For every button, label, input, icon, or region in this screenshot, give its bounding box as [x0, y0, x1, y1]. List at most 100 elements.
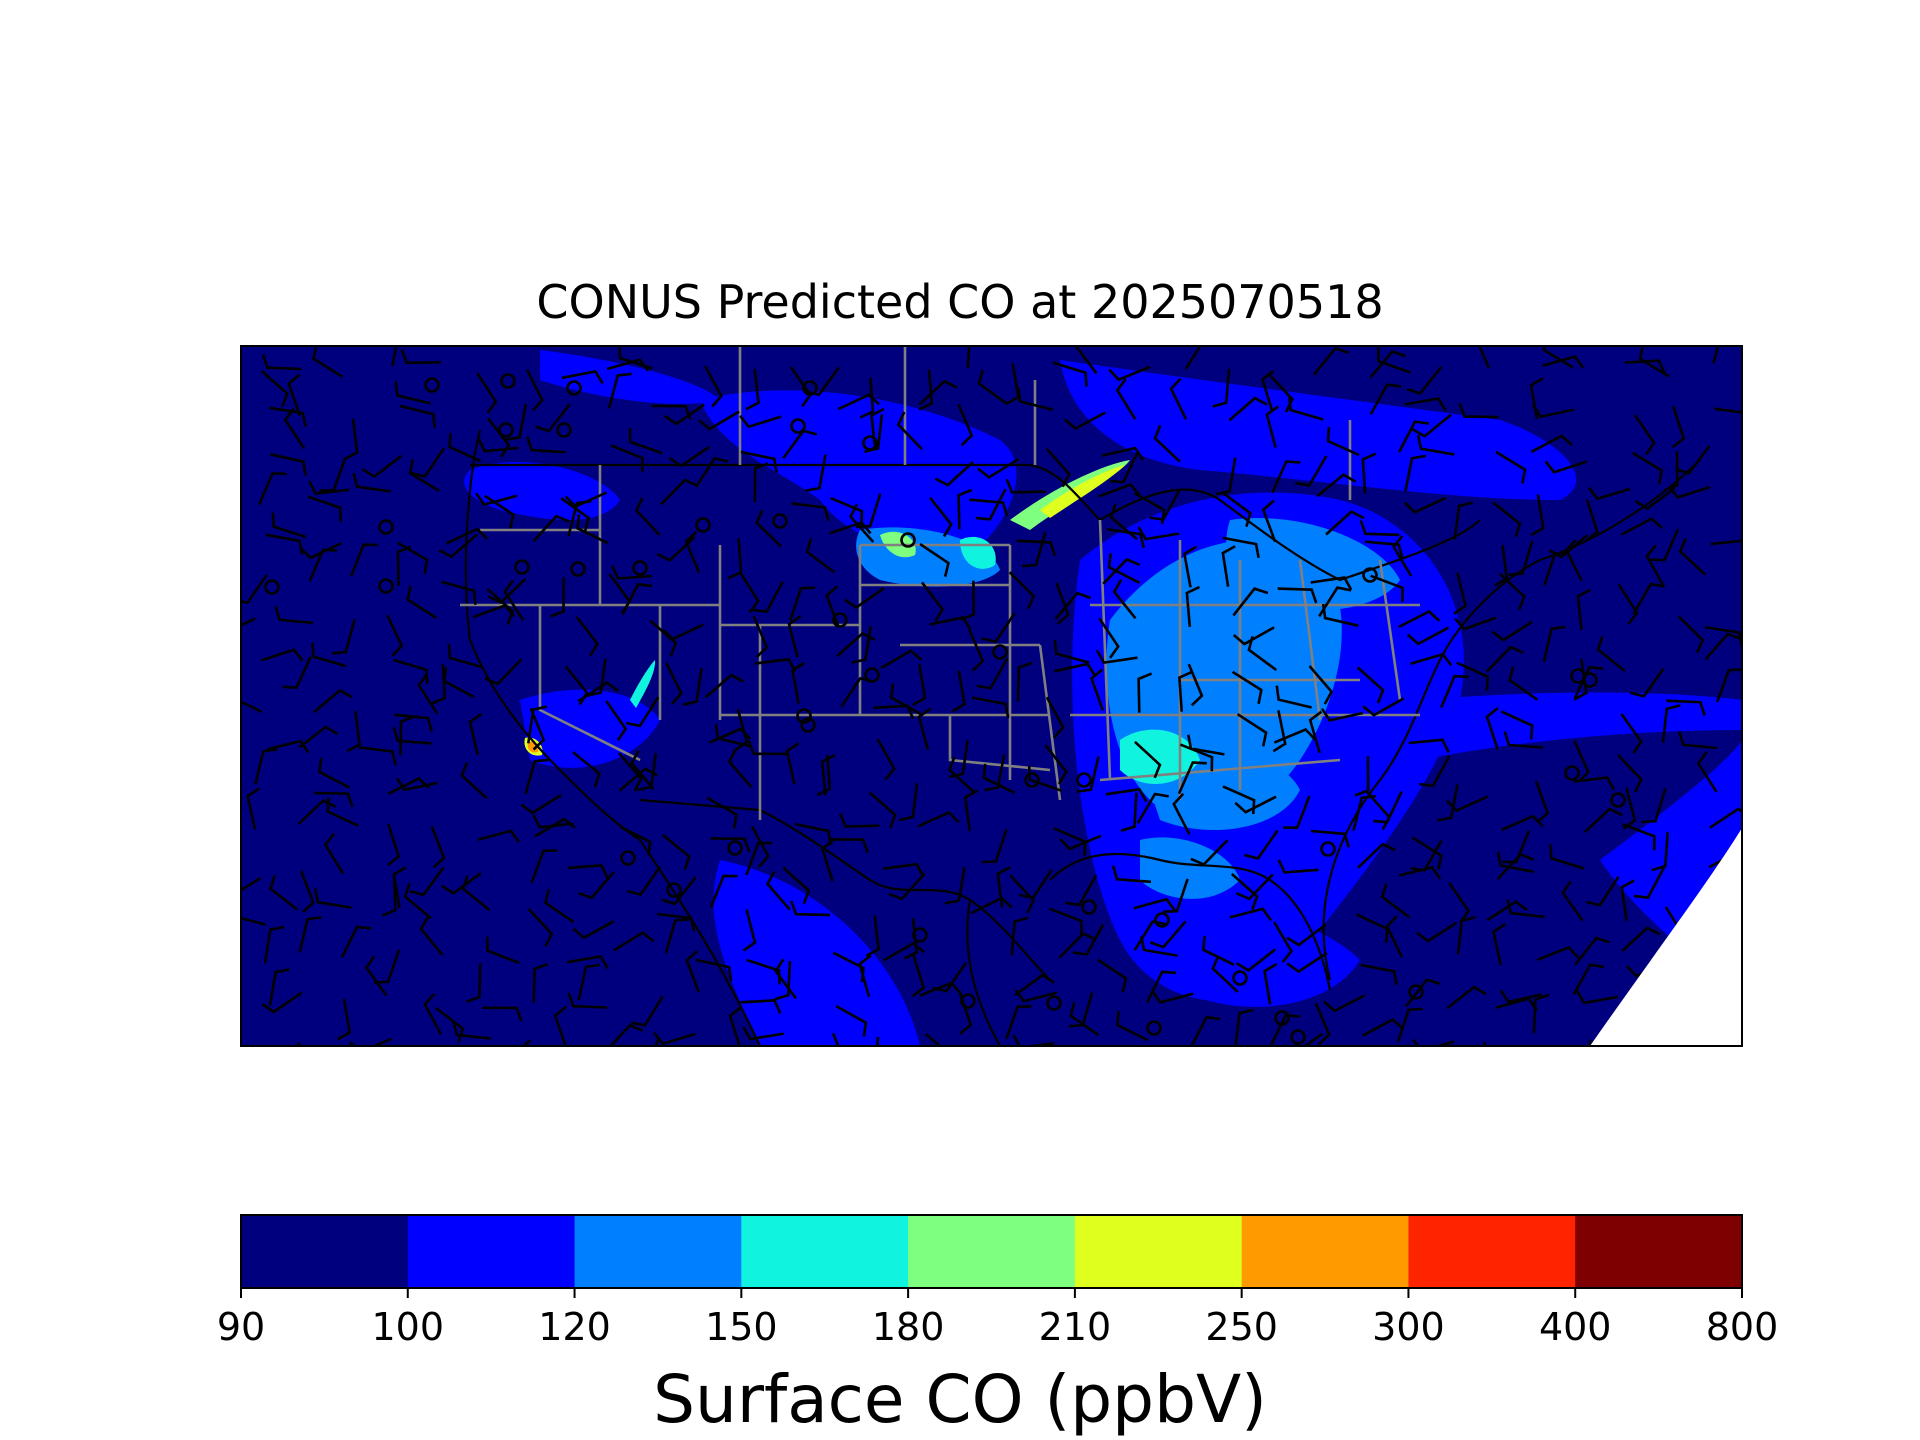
calm-wind-marker	[566, 380, 582, 396]
wind-barb	[1575, 990, 1619, 1005]
wind-barb	[665, 662, 683, 705]
wind-barb	[1534, 780, 1550, 824]
wind-barb	[1370, 574, 1404, 602]
wind-barb	[977, 369, 1008, 405]
wind-barb	[1105, 787, 1148, 803]
wind-barb	[527, 908, 554, 947]
wind-barb	[255, 1045, 259, 1046]
wind-barb	[448, 432, 482, 463]
wind-barb	[1362, 697, 1405, 717]
wind-barb	[972, 696, 1010, 719]
wind-barb	[754, 657, 797, 673]
wind-barb	[1228, 396, 1268, 422]
wind-barb	[880, 649, 923, 670]
wind-barb	[1232, 587, 1269, 617]
calm-wind-marker	[1274, 1010, 1290, 1026]
wind-barb	[308, 480, 350, 495]
colorbar-segment	[1408, 1215, 1576, 1288]
wind-barb	[572, 751, 601, 788]
wind-barb	[805, 538, 835, 574]
wind-barb	[1076, 756, 1100, 793]
wind-barb	[1053, 662, 1097, 677]
wind-barb	[951, 670, 966, 713]
wind-barb	[1005, 1005, 1032, 1040]
wind-barb	[1502, 830, 1531, 864]
wind-barb	[419, 916, 444, 957]
wind-barb	[1576, 588, 1592, 631]
wind-barb	[1283, 1032, 1324, 1046]
wind-barb	[805, 454, 827, 492]
wind-barb	[423, 993, 443, 1036]
wind-barb	[838, 813, 880, 828]
wind-barb	[270, 453, 307, 476]
wind-barb	[1063, 411, 1106, 431]
wind-barb	[577, 963, 601, 1001]
wind-barb	[1111, 865, 1151, 884]
wind-barb	[1445, 795, 1489, 813]
wind-barb	[727, 748, 753, 789]
wind-barb	[1234, 1008, 1254, 1046]
wind-barb	[527, 705, 548, 744]
wind-barb	[969, 498, 1009, 517]
wind-barb	[311, 642, 347, 668]
wind-barb	[465, 963, 482, 1004]
wind-barb	[1398, 420, 1429, 453]
wind-barb	[1617, 583, 1639, 625]
wind-barb	[1453, 572, 1467, 615]
calm-wind-marker	[1146, 1020, 1162, 1036]
wind-barb	[441, 580, 477, 605]
wind-barb	[1005, 478, 1047, 494]
wind-barb	[734, 708, 749, 752]
wind-barb	[1622, 822, 1656, 851]
wind-barb	[1221, 545, 1236, 587]
wind-barb	[477, 438, 519, 453]
wind-barb	[1677, 615, 1705, 654]
wind-barb	[830, 496, 864, 526]
wind-barb	[742, 1026, 784, 1041]
wind-barb	[918, 379, 958, 406]
wind-barb	[544, 888, 575, 924]
wind-barb	[656, 912, 696, 932]
wind-barb	[612, 931, 655, 952]
colorbar	[241, 1215, 1743, 1288]
wind-barb	[1495, 450, 1527, 484]
plume-southwest	[520, 689, 660, 768]
wind-barb	[1308, 665, 1334, 705]
wind-barb	[1561, 880, 1584, 922]
wind-barb	[474, 492, 518, 506]
wind-barb	[1541, 355, 1585, 369]
wind-barb	[787, 615, 802, 658]
wind-barb	[957, 403, 974, 447]
wind-barb	[261, 353, 302, 371]
wind-barb	[1230, 872, 1259, 911]
wind-barb	[1231, 670, 1263, 705]
wind-barb	[1277, 587, 1318, 604]
wind-barb	[918, 369, 934, 411]
calm-wind-marker	[570, 561, 586, 577]
wind-barb	[1133, 920, 1167, 951]
wind-barb	[261, 648, 304, 662]
wind-barb	[529, 707, 546, 751]
wind-barb	[532, 514, 570, 543]
colorbar-tick-label: 250	[1205, 1305, 1278, 1349]
wind-barb	[287, 373, 302, 417]
wind-barb	[452, 1021, 491, 1040]
wind-barb	[445, 527, 489, 545]
wind-barb	[1404, 454, 1427, 492]
wind-barb	[1215, 457, 1237, 496]
calm-wind-marker	[960, 993, 976, 1009]
wind-barb	[968, 629, 985, 672]
wind-barb	[747, 740, 788, 756]
calm-wind-marker	[378, 578, 394, 594]
wind-barb	[1369, 383, 1402, 416]
atlantic-coastline	[1322, 459, 1701, 981]
wind-barb	[605, 700, 628, 742]
calm-wind-marker	[666, 882, 682, 898]
wind-barb	[241, 700, 263, 713]
wind-barb	[1222, 536, 1260, 559]
wind-barb	[820, 839, 835, 882]
chart-title: CONUS Predicted CO at 2025070518	[536, 275, 1384, 329]
wind-barb	[868, 791, 897, 829]
wind-barb	[740, 999, 782, 1014]
